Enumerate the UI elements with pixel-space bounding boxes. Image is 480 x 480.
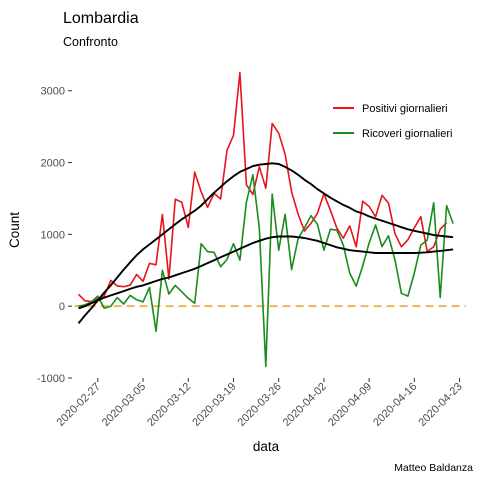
series-line-0 xyxy=(77,71,448,303)
y-tick-label: -1000 xyxy=(37,373,65,385)
chart-subtitle: Confronto xyxy=(63,35,118,49)
chart-title: Lombardia xyxy=(63,10,139,27)
y-tick-label: 2000 xyxy=(41,158,65,170)
x-tick-label: 2020-04-09 xyxy=(326,381,374,429)
x-tick-label: 2020-03-12 xyxy=(145,381,193,429)
y-tick-label: 1000 xyxy=(41,229,65,241)
x-tick-label: 2020-03-05 xyxy=(100,381,148,429)
trend-line-2 xyxy=(77,162,454,324)
x-tick-label: 2020-02-27 xyxy=(55,381,103,429)
x-axis-label: data xyxy=(253,439,280,454)
plot-area xyxy=(74,71,466,368)
x-tick-label: 2020-04-02 xyxy=(281,381,329,429)
y-tick-label: 3000 xyxy=(41,86,65,98)
x-axis: 2020-02-272020-03-052020-03-122020-03-19… xyxy=(55,378,465,429)
y-axis-label: Count xyxy=(7,212,22,248)
legend-label-1: Ricoveri giornalieri xyxy=(362,128,452,140)
legend: Positivi giornalieri Ricoveri giornalieri xyxy=(333,103,452,140)
trend-line-3 xyxy=(78,235,454,310)
x-tick-label: 2020-03-19 xyxy=(190,381,238,429)
x-tick-label: 2020-04-23 xyxy=(416,381,464,429)
x-tick-label: 2020-03-26 xyxy=(236,381,284,429)
chart-caption: Matteo Baldanza xyxy=(394,462,473,474)
series-line-1 xyxy=(78,174,454,368)
y-tick-label: 0 xyxy=(59,301,65,313)
legend-label-0: Positivi giornalieri xyxy=(362,103,448,115)
x-tick-label: 2020-04-16 xyxy=(371,381,419,429)
y-axis: -1000 0 1000 2000 3000 xyxy=(37,86,72,385)
